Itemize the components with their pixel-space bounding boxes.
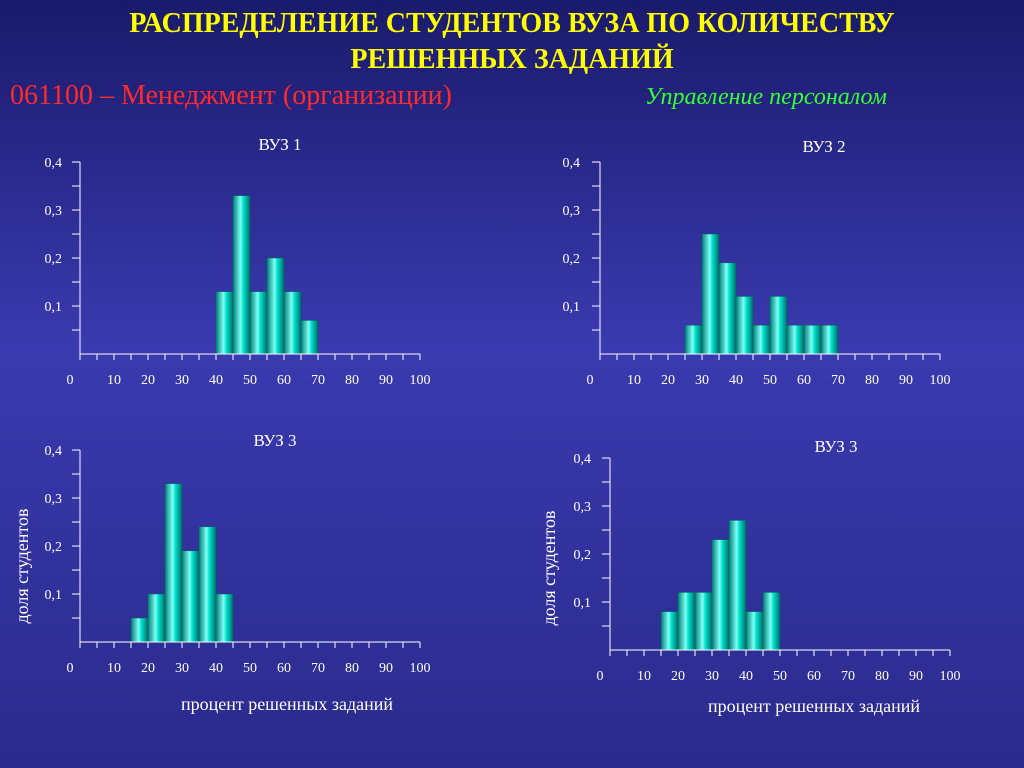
x-tick-label: 30 — [695, 373, 709, 388]
y-tick-label: 0,3 — [45, 492, 63, 507]
x-axis-label: процент решенных заданий — [708, 696, 920, 716]
x-tick-label: 60 — [797, 373, 811, 388]
y-tick-label: 0,2 — [45, 540, 63, 555]
x-tick-label: 60 — [277, 661, 291, 676]
y-tick-label: 0,4 — [45, 156, 63, 171]
x-tick-label: 100 — [410, 661, 431, 676]
x-tick-label: 70 — [311, 373, 325, 388]
x-tick-label: 20 — [671, 669, 685, 684]
y-tick-label: 0,2 — [45, 252, 63, 267]
histogram-bar — [762, 592, 781, 651]
x-axis-label: процент решенных заданий — [181, 694, 393, 714]
y-tick-label: 0,3 — [563, 204, 581, 219]
x-tick-label: 90 — [379, 661, 393, 676]
y-tick-label: 0,1 — [45, 588, 63, 603]
x-tick-label: 50 — [243, 661, 257, 676]
x-tick-label: 10 — [107, 661, 121, 676]
y-tick-label: 0,1 — [45, 300, 63, 315]
histogram-bar — [660, 611, 679, 651]
x-tick-label: 20 — [661, 373, 675, 388]
x-tick-label: 70 — [311, 661, 325, 676]
x-tick-label: 0 — [67, 661, 74, 676]
x-tick-label: 40 — [729, 373, 743, 388]
x-tick-label: 10 — [637, 669, 651, 684]
x-tick-label: 30 — [175, 373, 189, 388]
y-tick-label: 0,4 — [574, 452, 592, 467]
x-tick-label: 90 — [899, 373, 913, 388]
x-tick-label: 60 — [277, 373, 291, 388]
x-tick-label: 0 — [597, 669, 604, 684]
x-tick-label: 20 — [141, 661, 155, 676]
chart-title: ВУЗ 3 — [253, 431, 296, 450]
y-tick-label: 0,3 — [45, 204, 63, 219]
histogram-bar — [728, 520, 747, 651]
x-tick-label: 100 — [940, 669, 961, 684]
x-tick-label: 90 — [379, 373, 393, 388]
chart-title: ВУЗ 2 — [802, 137, 845, 156]
x-tick-label: 10 — [107, 373, 121, 388]
x-tick-label: 50 — [763, 373, 777, 388]
page-title: РАСПРЕДЕЛЕНИЕ СТУДЕНТОВ ВУЗА ПО КОЛИЧЕСТ… — [0, 6, 1024, 78]
x-tick-label: 100 — [930, 373, 951, 388]
x-tick-label: 20 — [141, 373, 155, 388]
x-tick-label: 30 — [175, 661, 189, 676]
x-tick-label: 0 — [587, 373, 594, 388]
chart-title: ВУЗ 1 — [258, 135, 301, 154]
x-tick-label: 40 — [209, 661, 223, 676]
x-tick-label: 50 — [773, 669, 787, 684]
histogram-bar — [694, 592, 713, 651]
title-line-1: РАСПРЕДЕЛЕНИЕ СТУДЕНТОВ ВУЗА ПО КОЛИЧЕСТ… — [129, 8, 895, 39]
x-tick-label: 50 — [243, 373, 257, 388]
x-tick-label: 40 — [739, 669, 753, 684]
y-tick-label: 0,3 — [574, 500, 592, 515]
y-axis-label: доля студентов — [12, 508, 32, 623]
y-axis-label: доля студентов — [539, 510, 559, 625]
x-tick-label: 30 — [705, 669, 719, 684]
title-line-2: РЕШЕННЫХ ЗАДАНИЙ — [350, 44, 674, 75]
x-tick-label: 70 — [841, 669, 855, 684]
x-tick-label: 70 — [831, 373, 845, 388]
y-tick-label: 0,2 — [563, 252, 581, 267]
y-tick-label: 0,1 — [563, 300, 581, 315]
histogram-bar — [745, 611, 764, 651]
y-tick-label: 0,1 — [574, 596, 592, 611]
y-tick-label: 0,2 — [574, 548, 592, 563]
x-tick-label: 90 — [909, 669, 923, 684]
specialty-label: 061100 – Менеджмент (организации) — [10, 80, 452, 111]
y-tick-label: 0,4 — [45, 444, 63, 459]
x-tick-label: 80 — [345, 661, 359, 676]
x-tick-label: 0 — [67, 373, 74, 388]
profile-label: Управление персоналом — [645, 84, 887, 110]
histogram-bar — [711, 539, 730, 651]
x-tick-label: 10 — [627, 373, 641, 388]
x-tick-label: 80 — [345, 373, 359, 388]
histogram-bar — [677, 592, 696, 651]
x-tick-label: 60 — [807, 669, 821, 684]
x-tick-label: 40 — [209, 373, 223, 388]
x-tick-label: 80 — [865, 373, 879, 388]
x-tick-label: 80 — [875, 669, 889, 684]
y-tick-label: 0,4 — [563, 156, 581, 171]
x-tick-label: 100 — [410, 373, 431, 388]
chart-title: ВУЗ 3 — [814, 437, 857, 456]
